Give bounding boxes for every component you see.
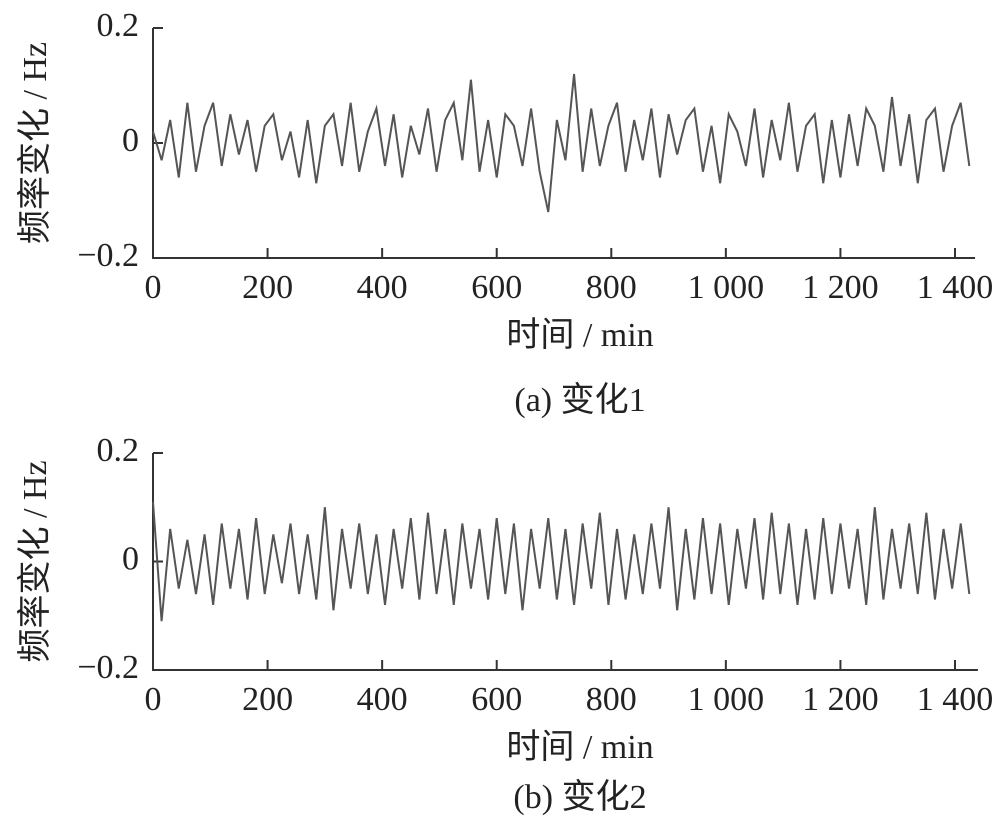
caption: (b) 变化2 bbox=[513, 778, 646, 816]
y-tick-label: −0.2 bbox=[77, 237, 139, 274]
axes bbox=[152, 453, 978, 671]
y-axis-label: 频率变化 / Hz bbox=[16, 460, 54, 662]
series-line bbox=[152, 501, 971, 622]
x-tick-label: 1 200 bbox=[802, 681, 879, 718]
x-tick-label: 600 bbox=[471, 269, 522, 306]
x-tick-label: 1 400 bbox=[917, 681, 994, 718]
x-tick-label: 1 400 bbox=[917, 269, 994, 306]
x-tick-label: 1 000 bbox=[688, 269, 765, 306]
x-tick-label: 0 bbox=[145, 681, 162, 718]
y-axis-label: 频率变化 / Hz bbox=[16, 42, 54, 244]
caption: (a) 变化1 bbox=[514, 381, 645, 419]
axes bbox=[152, 28, 976, 259]
x-tick-label: 400 bbox=[357, 681, 408, 718]
x-axis-label: 时间 / min bbox=[506, 729, 653, 766]
x-tick-label: 200 bbox=[242, 269, 293, 306]
y-tick-label: 0 bbox=[122, 540, 139, 577]
y-tick-label: 0.2 bbox=[97, 432, 140, 469]
x-tick-label: 200 bbox=[242, 681, 293, 718]
series-line bbox=[152, 73, 971, 213]
x-tick-label: 400 bbox=[357, 269, 408, 306]
x-axis-label: 时间 / min bbox=[506, 317, 653, 354]
x-tick-label: 1 000 bbox=[688, 681, 765, 718]
y-tick-label: −0.2 bbox=[77, 649, 139, 686]
x-tick-label: 800 bbox=[586, 681, 637, 718]
x-tick-label: 0 bbox=[145, 269, 162, 306]
x-tick-label: 1 200 bbox=[802, 269, 879, 306]
y-tick-label: 0 bbox=[122, 122, 139, 159]
x-tick-label: 800 bbox=[586, 269, 637, 306]
x-tick-label: 600 bbox=[471, 681, 522, 718]
y-tick-label: 0.2 bbox=[97, 7, 140, 44]
